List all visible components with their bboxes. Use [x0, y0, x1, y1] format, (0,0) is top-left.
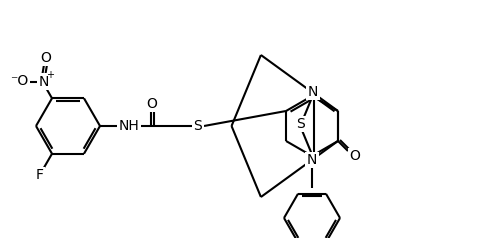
Text: +: + — [46, 70, 54, 80]
Text: N: N — [307, 153, 317, 167]
Text: O: O — [147, 97, 157, 111]
Text: NH: NH — [119, 119, 139, 133]
Text: S: S — [194, 119, 202, 133]
Text: S: S — [296, 117, 304, 131]
Text: N: N — [308, 85, 318, 99]
Text: F: F — [36, 169, 44, 183]
Text: O: O — [349, 149, 361, 163]
Text: ⁻O: ⁻O — [10, 74, 28, 88]
Text: O: O — [41, 51, 51, 65]
Text: N: N — [39, 75, 49, 89]
